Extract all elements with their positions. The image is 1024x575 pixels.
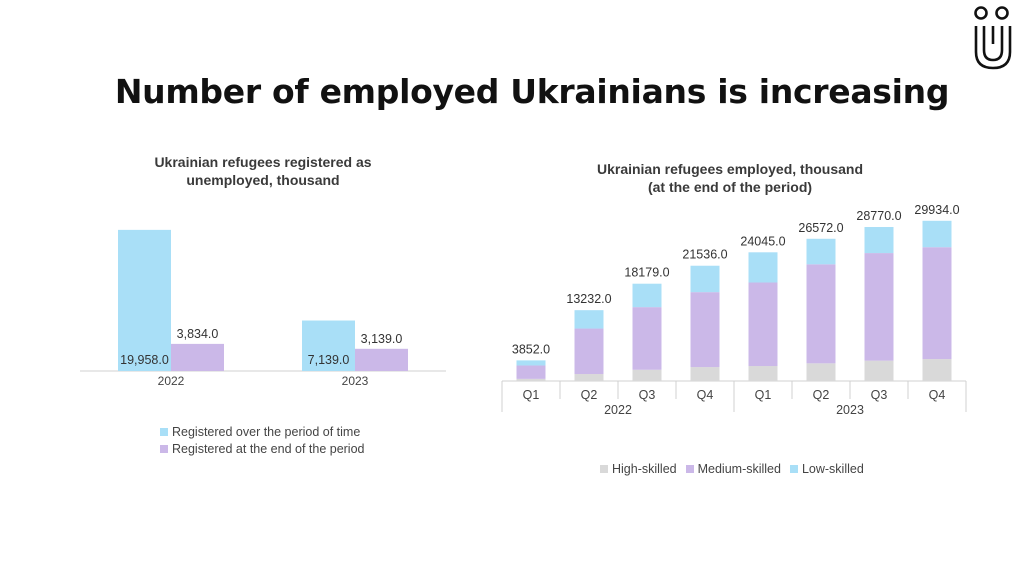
x-tick-label: Q4 (929, 388, 946, 402)
bar-segment-medium-skilled (922, 247, 952, 360)
page-title: Number of employed Ukrainians is increas… (114, 72, 950, 111)
bar-segment-high-skilled (748, 366, 778, 381)
bar-segment-high-skilled (690, 367, 720, 381)
bar-segment-medium-skilled (574, 328, 604, 375)
bar-segment-high-skilled (632, 369, 662, 381)
bar-segment-low-skilled (922, 220, 952, 248)
chart-2-legend: High-skilled Medium-skilled Low-skilled (600, 460, 864, 477)
chart-1-title-line-2: unemployed, thousand (186, 172, 340, 188)
chart-2-title: Ukrainian refugees employed, thousand (a… (540, 160, 920, 196)
bar-segment-low-skilled (574, 310, 604, 329)
bar-2022-series-1 (118, 229, 171, 371)
total-label: 28770.0 (856, 209, 901, 223)
bar-segment-medium-skilled (806, 264, 836, 364)
bar-segment-low-skilled (806, 238, 836, 265)
bar-segment-medium-skilled (632, 307, 662, 370)
bar-segment-low-skilled (632, 283, 662, 308)
x-tick-label: 2022 (158, 374, 185, 388)
data-label: 19,958.0 (120, 353, 169, 367)
bar-segment-low-skilled (516, 360, 546, 366)
total-label: 29934.0 (914, 203, 959, 217)
x-tick-label: Q2 (581, 388, 598, 402)
bar-segment-low-skilled (864, 227, 894, 254)
bar-segment-medium-skilled (690, 292, 720, 368)
bar-segment-medium-skilled (864, 253, 894, 361)
data-label: 3,139.0 (361, 332, 403, 346)
chart-1-title-line-1: Ukrainian refugees registered as (154, 154, 372, 170)
bar-segment-medium-skilled (748, 282, 778, 367)
legend-swatch (789, 464, 798, 473)
data-label: 7,139.0 (308, 353, 350, 367)
x-tick-label: Q3 (871, 388, 888, 402)
bar-segment-high-skilled (806, 363, 836, 381)
x-group-label: 2022 (604, 403, 632, 417)
legend-swatch (600, 464, 608, 473)
total-label: 26572.0 (798, 221, 843, 235)
bar-segment-low-skilled (690, 265, 720, 293)
x-group-label: 2023 (836, 403, 864, 417)
legend-swatch (685, 464, 694, 473)
legend-label: High-skilled (612, 461, 677, 476)
legend-label: Registered at the end of the period (172, 441, 365, 456)
legend-item-registered-over-period: Registered over the period of time (160, 423, 365, 440)
bar-segment-low-skilled (748, 252, 778, 283)
bar-2022-series-2 (171, 343, 224, 371)
legend-swatch (160, 427, 168, 436)
chart-1-legend: Registered over the period of time Regis… (160, 423, 365, 457)
chart-2-title-line-1: Ukrainian refugees employed, thousand (596, 161, 864, 177)
legend-item-registered-end-of-period: Registered at the end of the period (160, 440, 365, 457)
x-tick-label: Q2 (813, 388, 830, 402)
bar-segment-high-skilled (516, 378, 546, 381)
legend-item-low-skilled: Low-skilled (789, 460, 864, 477)
bar-segment-high-skilled (922, 359, 952, 381)
legend-item-high-skilled: High-skilled (600, 460, 677, 477)
bar-2023-series-1 (302, 320, 355, 371)
bar-segment-high-skilled (864, 360, 894, 381)
legend-label: Registered over the period of time (172, 424, 361, 439)
x-tick-label: Q4 (697, 388, 714, 402)
total-label: 21536.0 (682, 248, 727, 262)
x-tick-label: 2023 (342, 374, 369, 388)
ui-logo-icon (974, 6, 1012, 70)
bar-2023-series-2 (355, 348, 408, 371)
total-label: 18179.0 (624, 266, 669, 280)
legend-label: Low-skilled (801, 461, 864, 476)
legend-swatch (160, 444, 168, 453)
x-tick-label: Q3 (639, 388, 656, 402)
x-tick-label: Q1 (523, 388, 540, 402)
chart-1-title: Ukrainian refugees registered as unemplo… (100, 153, 426, 189)
bar-segment-high-skilled (574, 374, 604, 381)
total-label: 24045.0 (740, 234, 785, 248)
data-label: 3,834.0 (177, 327, 219, 341)
total-label: 13232.0 (566, 292, 611, 306)
legend-label: Medium-skilled (697, 461, 781, 476)
total-label: 3852.0 (512, 342, 550, 356)
legend-item-medium-skilled: Medium-skilled (685, 460, 781, 477)
chart-2-title-line-2: (at the end of the period) (647, 179, 813, 195)
bar-segment-medium-skilled (516, 365, 546, 379)
x-tick-label: Q1 (755, 388, 772, 402)
